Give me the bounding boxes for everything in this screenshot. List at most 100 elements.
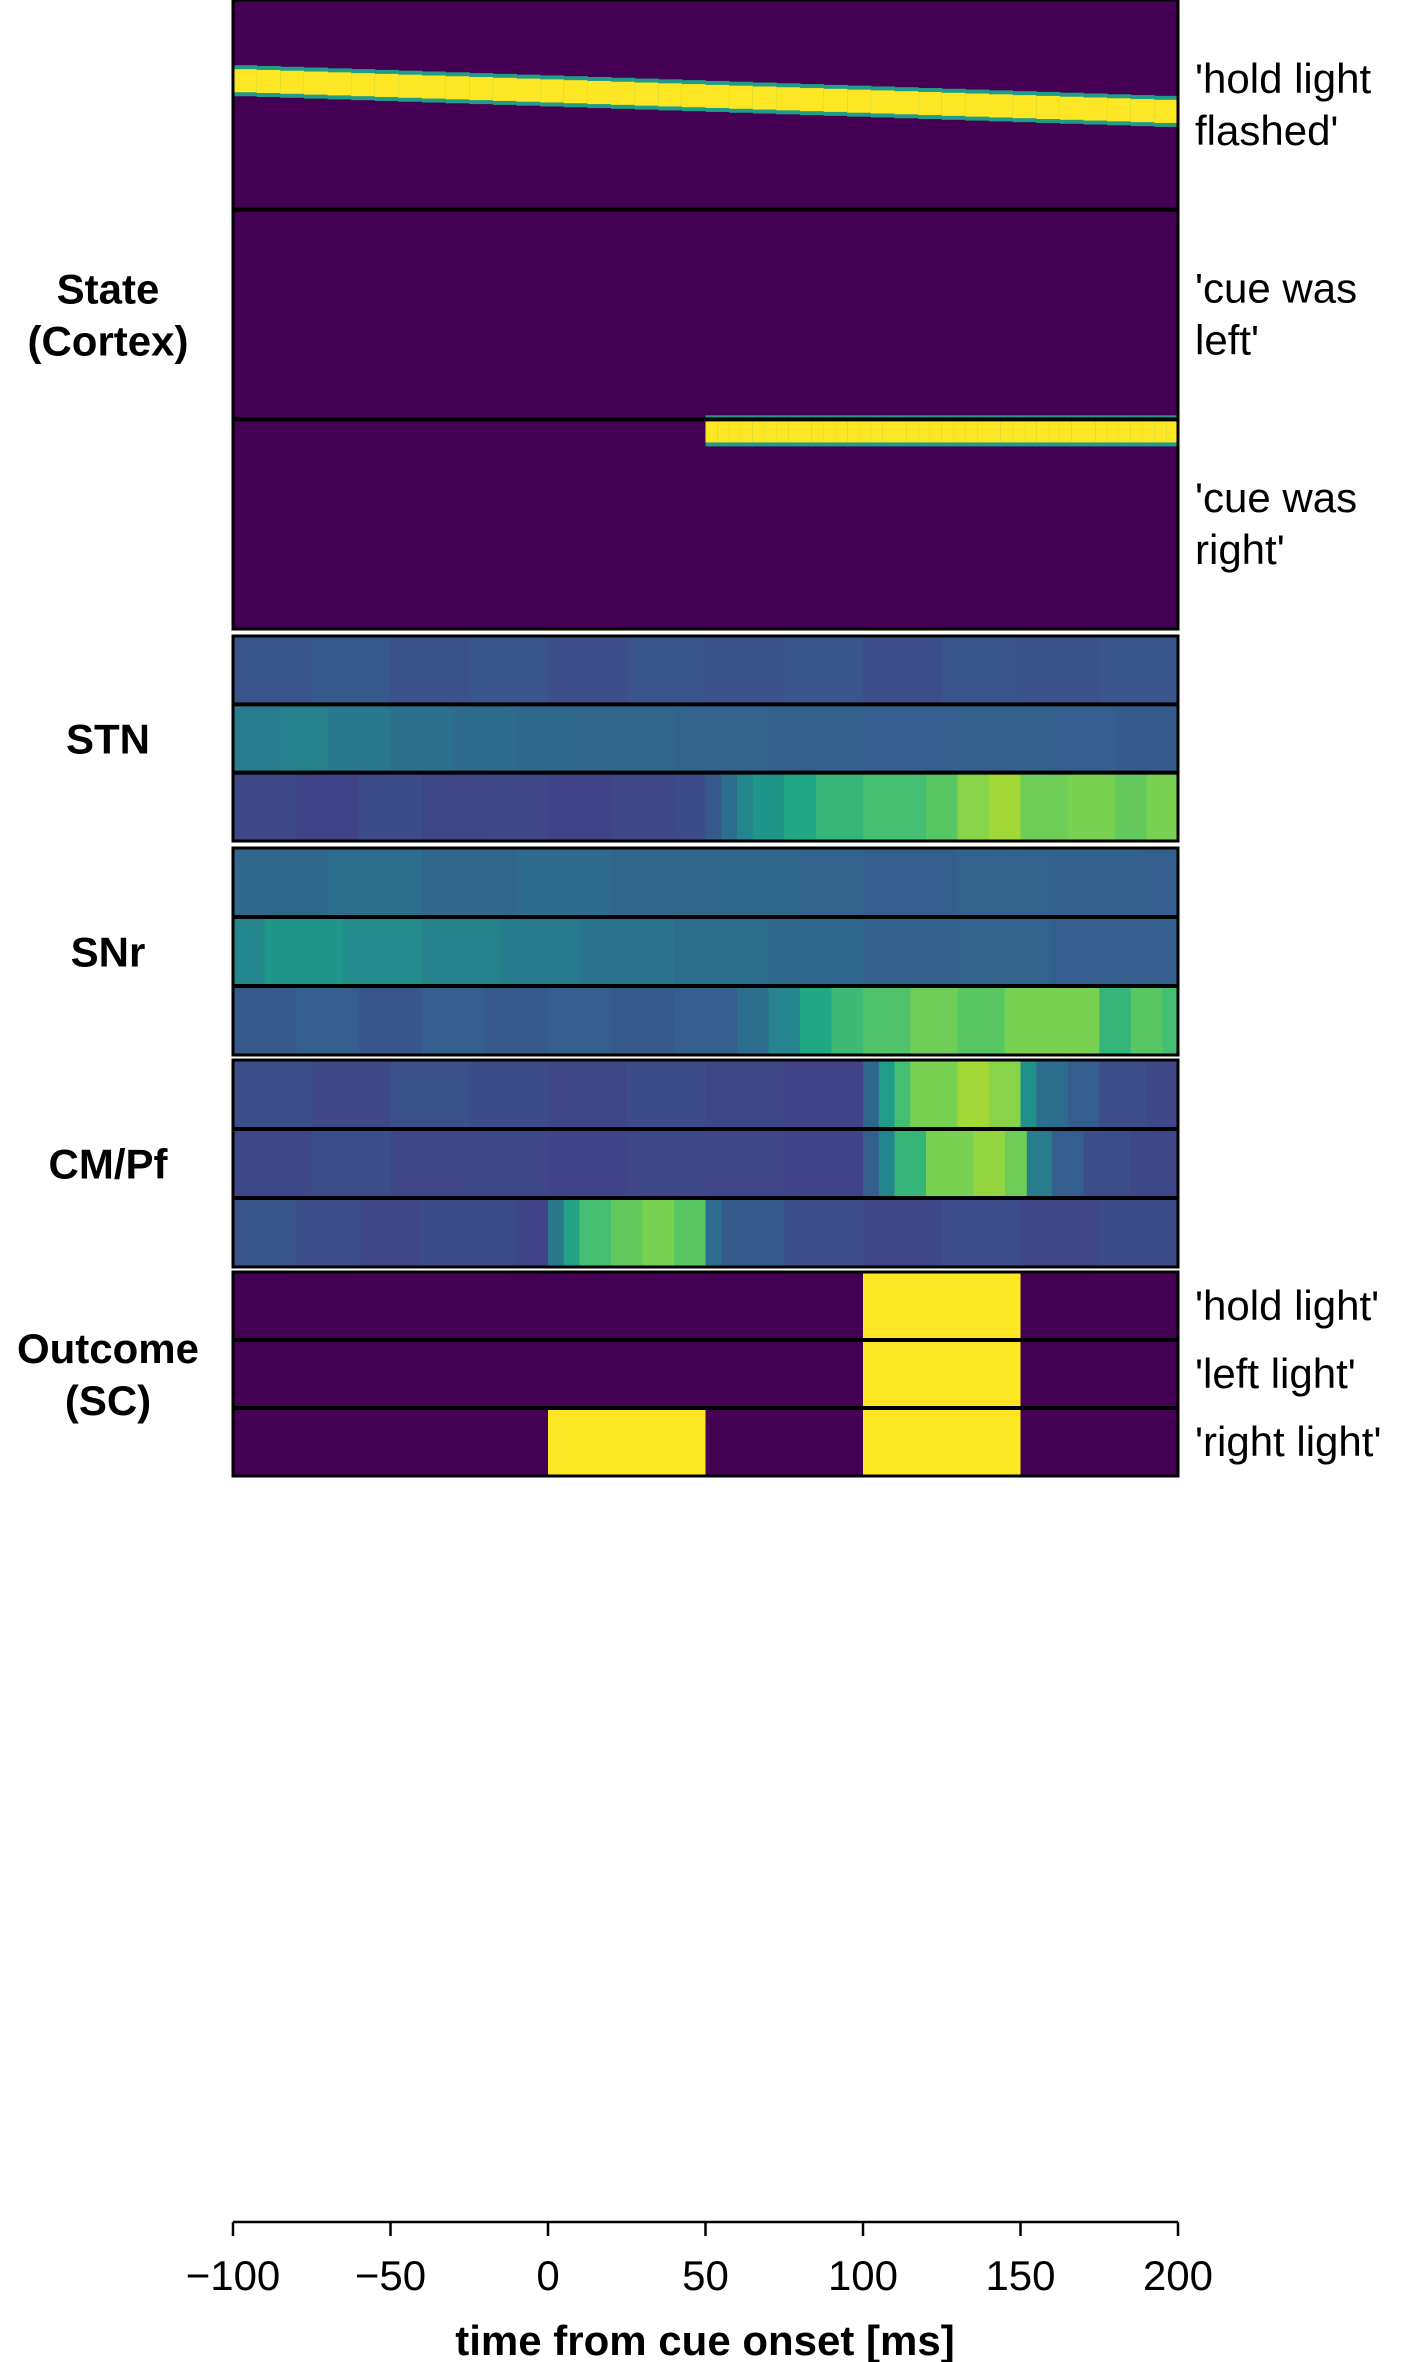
band-cell bbox=[953, 419, 966, 443]
heat-cell bbox=[280, 704, 328, 773]
heat-cell bbox=[863, 1060, 880, 1129]
heat-cell bbox=[705, 848, 801, 917]
band-cell bbox=[1059, 96, 1084, 120]
heat-cell bbox=[485, 772, 549, 841]
heat-cell bbox=[1099, 1060, 1147, 1129]
band-cell bbox=[327, 72, 352, 96]
band-cell bbox=[788, 419, 801, 443]
heat-cell bbox=[611, 772, 675, 841]
band-cell bbox=[705, 84, 730, 108]
heat-cell bbox=[626, 636, 706, 705]
heat-cell bbox=[422, 917, 502, 986]
heat-cell bbox=[957, 704, 1053, 773]
heat-cell bbox=[737, 772, 754, 841]
panel-state-row-1: 'hold light flashed' bbox=[233, 0, 1371, 210]
band-cell bbox=[1036, 95, 1061, 119]
band-cell bbox=[882, 419, 895, 443]
heat-cell bbox=[390, 704, 454, 773]
band-cell bbox=[835, 419, 848, 443]
x-tick-label: 100 bbox=[828, 2252, 898, 2299]
band-cell bbox=[894, 419, 907, 443]
heat-cell bbox=[957, 772, 990, 841]
heat-cell bbox=[548, 1060, 628, 1129]
heat-cell bbox=[626, 1129, 706, 1198]
on-block bbox=[863, 1340, 1021, 1408]
heat-cell bbox=[989, 1060, 1021, 1129]
heat-cell bbox=[705, 636, 785, 705]
heat-cell bbox=[233, 1129, 313, 1198]
band-cell bbox=[705, 419, 718, 443]
band-cell bbox=[469, 77, 494, 101]
heat-cell bbox=[989, 772, 1021, 841]
panel-outcome-row-1: 'hold light' bbox=[233, 1272, 1379, 1340]
heat-cell bbox=[359, 1198, 423, 1267]
heat-cell bbox=[390, 1129, 470, 1198]
band-cell bbox=[800, 419, 813, 443]
heat-cell bbox=[878, 1060, 895, 1129]
band-cell bbox=[658, 83, 683, 107]
panel-label: State bbox=[57, 266, 160, 313]
heat-cell bbox=[642, 1198, 675, 1267]
row-label: 'cue was bbox=[1195, 474, 1357, 521]
heat-cell bbox=[469, 1060, 549, 1129]
panel-outcome-row-2: 'left light' bbox=[233, 1338, 1356, 1408]
heat-cell bbox=[768, 986, 801, 1055]
heat-cell bbox=[1146, 848, 1179, 917]
heat-cell bbox=[784, 1129, 864, 1198]
band-cell bbox=[303, 71, 328, 95]
band-cell bbox=[776, 419, 789, 443]
heat-cell bbox=[327, 704, 391, 773]
heat-cell bbox=[863, 917, 958, 986]
row-label: 'left light' bbox=[1195, 1350, 1356, 1397]
heat-cell bbox=[973, 1129, 1006, 1198]
panel-stn-row-3 bbox=[233, 770, 1179, 841]
heat-cell bbox=[1130, 1129, 1179, 1198]
heat-cell bbox=[611, 1198, 643, 1267]
heat-cell bbox=[548, 1198, 565, 1267]
band-cell bbox=[918, 419, 931, 443]
band-cell bbox=[1166, 419, 1179, 443]
heat-cell bbox=[721, 1198, 785, 1267]
row-background bbox=[233, 1272, 1178, 1340]
heat-cell bbox=[674, 986, 738, 1055]
band-cell bbox=[1095, 419, 1108, 443]
heat-cell bbox=[784, 772, 817, 841]
panel-snr-row-1 bbox=[233, 848, 1179, 917]
band-cell bbox=[1107, 419, 1120, 443]
band-cell bbox=[894, 91, 919, 115]
band-cell bbox=[811, 419, 825, 443]
heat-cell bbox=[1052, 1129, 1084, 1198]
heat-cell bbox=[626, 1060, 706, 1129]
band-cell bbox=[516, 78, 541, 102]
band-cell bbox=[1071, 419, 1084, 443]
band-cell bbox=[740, 419, 754, 443]
panel-label: (SC) bbox=[65, 1377, 151, 1424]
heat-cell bbox=[233, 772, 297, 841]
panel-label: CM/Pf bbox=[49, 1141, 169, 1188]
heat-cell bbox=[863, 1129, 880, 1198]
heat-cell bbox=[296, 1198, 360, 1267]
band-cell bbox=[634, 82, 659, 106]
band-cell bbox=[1130, 99, 1155, 123]
band-cell bbox=[587, 80, 612, 105]
band-cell bbox=[847, 419, 860, 443]
panel-snr-row-2 bbox=[233, 915, 1179, 986]
band-cell bbox=[776, 87, 801, 111]
heat-cell bbox=[516, 1198, 549, 1267]
band-cell bbox=[823, 419, 836, 443]
band-cell bbox=[1107, 98, 1132, 122]
heat-cell bbox=[611, 986, 675, 1055]
band-cell bbox=[1154, 99, 1179, 123]
band-cell bbox=[1118, 419, 1132, 443]
panel-frame bbox=[231, 634, 1180, 843]
band-cell bbox=[445, 76, 470, 100]
band-cell bbox=[1154, 419, 1167, 443]
x-tick-label: 200 bbox=[1143, 2252, 1213, 2299]
panel-state-row-2: 'cue was left' bbox=[233, 207, 1357, 420]
heat-cell bbox=[878, 1129, 895, 1198]
heat-cell bbox=[1130, 986, 1163, 1055]
heat-cell bbox=[422, 772, 486, 841]
panel-stn-row-1 bbox=[233, 636, 1179, 705]
